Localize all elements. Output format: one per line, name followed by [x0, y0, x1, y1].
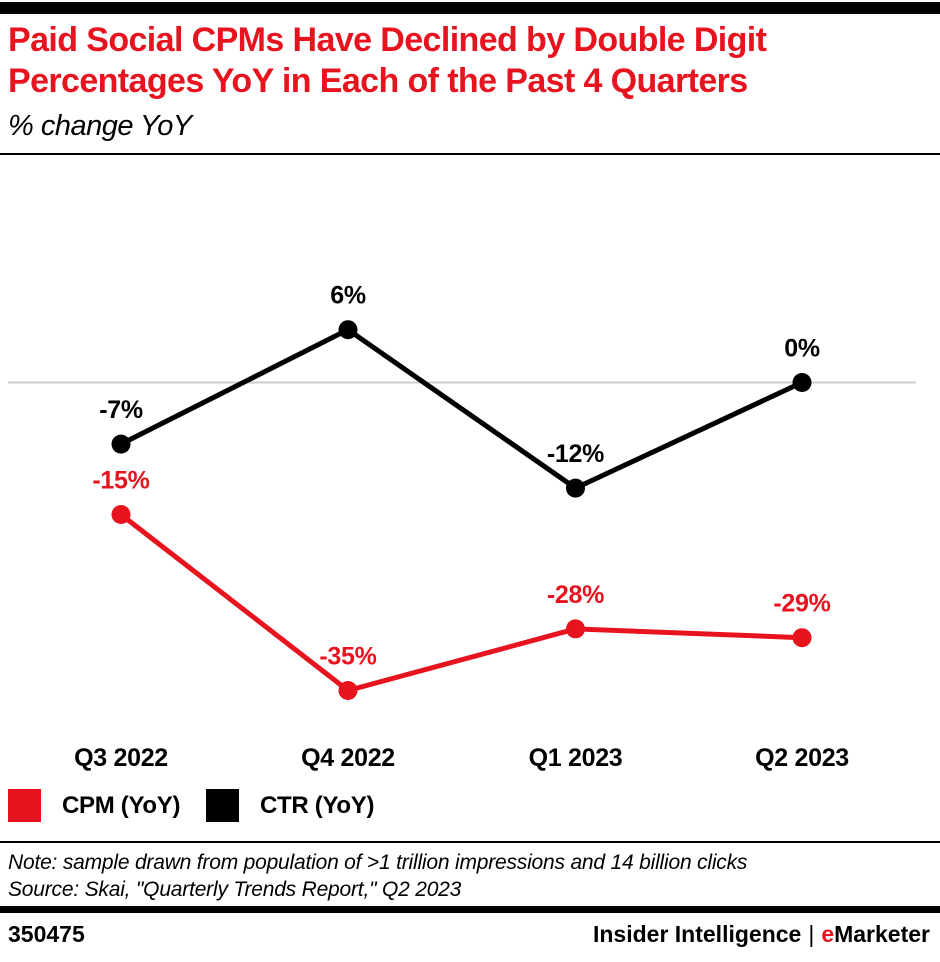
legend-label-ctr: CTR (YoY)	[260, 791, 375, 819]
data-point	[792, 373, 812, 392]
brand-emarketer-rest: Marketer	[834, 921, 930, 947]
series-line-0	[119, 512, 803, 694]
legend-item-ctr: CTR (YoY)	[206, 789, 374, 822]
legend-item-cpm: CPM (YoY)	[8, 789, 180, 822]
data-point	[566, 478, 585, 498]
series-line-1	[119, 326, 804, 491]
chart-note: Note: sample drawn from population of >1…	[8, 851, 748, 874]
data-point	[566, 619, 585, 639]
chart-notes: Note: sample drawn from population of >1…	[8, 850, 747, 903]
brand-separator: |	[808, 921, 815, 947]
header-divider	[0, 153, 940, 155]
brand-logo: Insider Intelligence | eMarketer	[593, 921, 930, 948]
chart-title-line-1: Paid Social CPMs Have Declined by Double…	[8, 21, 767, 59]
data-label: 6%	[330, 282, 366, 310]
brand-insider-intelligence: Insider Intelligence	[592, 921, 802, 947]
x-axis-label: Q4 2022	[301, 744, 395, 772]
data-label: -28%	[547, 581, 604, 609]
top-accent-bar	[0, 2, 940, 14]
data-point	[338, 681, 358, 700]
data-point	[111, 505, 131, 524]
data-label: -15%	[92, 467, 149, 495]
note-divider	[0, 841, 940, 843]
x-axis-label: Q3 2022	[74, 744, 168, 772]
data-point	[338, 320, 358, 340]
chart-title: Paid Social CPMs Have Declined by Double…	[8, 20, 767, 102]
brand-emarketer: eMarketer	[821, 921, 930, 947]
data-label: -12%	[547, 440, 604, 468]
data-label: -35%	[319, 643, 376, 671]
footer: 350475 Insider Intelligence | eMarketer	[8, 921, 930, 948]
x-axis-label: Q2 2023	[755, 744, 849, 772]
legend-swatch-cpm	[8, 789, 41, 822]
x-axis-label: Q1 2023	[529, 744, 623, 772]
chart-title-line-2: Percentages YoY in Each of the Past 4 Qu…	[8, 62, 748, 100]
data-label: -29%	[773, 590, 830, 618]
data-label: -7%	[99, 396, 143, 424]
data-label: 0%	[784, 335, 820, 363]
footer-divider	[0, 906, 940, 913]
data-point	[792, 628, 812, 648]
chart-source: Source: Skai, "Quarterly Trends Report,"…	[8, 877, 462, 901]
data-point	[111, 434, 131, 454]
legend-label-cpm: CPM (YoY)	[62, 791, 181, 819]
chart-legend: CPM (YoY) CTR (YoY)	[0, 789, 940, 823]
chart-id: 350475	[8, 921, 85, 947]
legend-swatch-ctr	[206, 789, 239, 822]
chart-subtitle: % change YoY	[8, 110, 192, 142]
brand-accent-letter: e	[821, 921, 835, 947]
